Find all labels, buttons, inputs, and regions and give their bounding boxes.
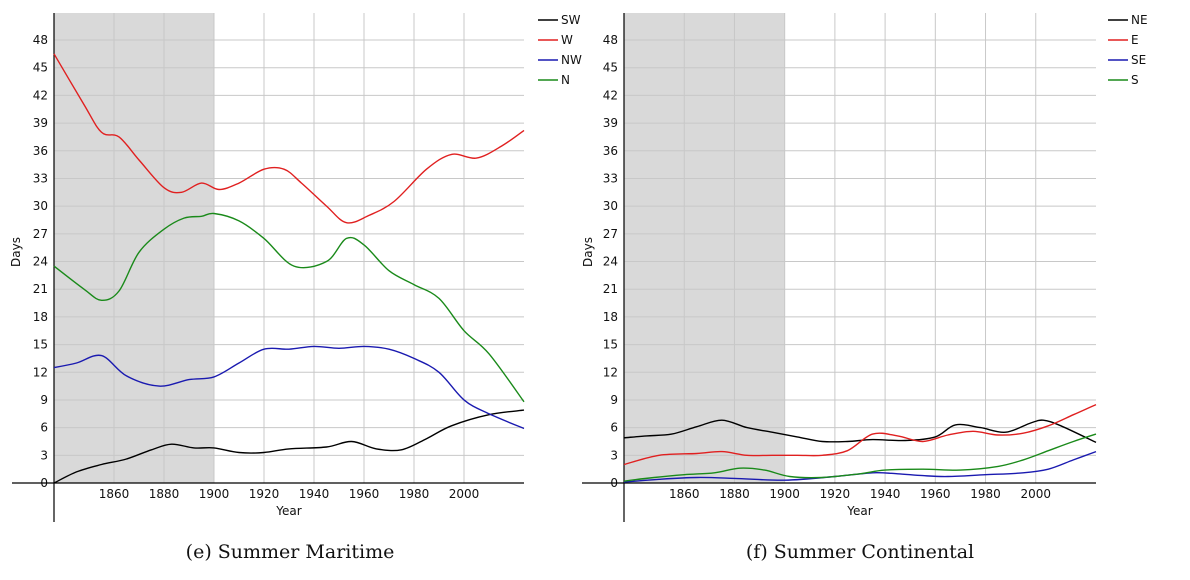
y-tick-label: 3	[40, 448, 48, 462]
x-tick-label: 1860	[99, 487, 130, 501]
y-tick-label: 48	[603, 33, 618, 47]
y-tick-label: 27	[33, 227, 48, 241]
y-tick-label: 12	[603, 365, 618, 379]
y-tick-label: 42	[603, 88, 618, 102]
x-tick-label: 1860	[669, 487, 700, 501]
y-tick-label: 18	[603, 310, 618, 324]
shaded-period	[54, 13, 214, 483]
shaded-period	[624, 13, 785, 483]
legend-label-se: SE	[1131, 53, 1146, 67]
x-tick-label: 2000	[449, 487, 480, 501]
y-tick-label: 39	[33, 116, 48, 130]
y-tick-label: 36	[33, 144, 48, 158]
y-tick-label: 12	[33, 365, 48, 379]
y-tick-label: 27	[603, 227, 618, 241]
x-axis-label: Year	[275, 504, 301, 518]
chart-caption: (f) Summer Continental	[746, 541, 974, 563]
x-tick-label: 1940	[299, 487, 330, 501]
x-tick-label: 1920	[249, 487, 280, 501]
y-tick-label: 42	[33, 88, 48, 102]
x-tick-label: 2000	[1020, 487, 1051, 501]
series-line-w	[53, 53, 525, 224]
legend-label-ne: NE	[1131, 13, 1148, 27]
x-axis-label: Year	[846, 504, 872, 518]
y-tick-label: 33	[33, 171, 48, 185]
x-tick-label: 1980	[399, 487, 430, 501]
y-tick-label: 36	[603, 144, 618, 158]
x-tick-label: 1940	[870, 487, 901, 501]
y-axis-label: Days	[581, 237, 595, 267]
y-tick-label: 45	[603, 61, 618, 75]
y-tick-label: 15	[33, 338, 48, 352]
series-line-e	[623, 403, 1097, 466]
y-tick-label: 45	[33, 61, 48, 75]
y-tick-label: 48	[33, 33, 48, 47]
x-tick-label: 1900	[769, 487, 800, 501]
y-tick-label: 18	[33, 310, 48, 324]
legend-label-w: W	[561, 33, 573, 47]
legend-label-nw: NW	[561, 53, 582, 67]
y-tick-label: 6	[610, 421, 618, 435]
y-axis-label: Days	[9, 237, 23, 267]
y-tick-label: 24	[603, 255, 618, 269]
x-tick-label: 1960	[349, 487, 380, 501]
x-tick-label: 1900	[199, 487, 230, 501]
y-tick-label: 30	[603, 199, 618, 213]
y-tick-label: 9	[610, 393, 618, 407]
x-tick-label: 1980	[970, 487, 1001, 501]
series-line-n	[53, 212, 525, 403]
series-line-s	[623, 433, 1097, 482]
y-tick-label: 9	[40, 393, 48, 407]
legend-label-n: N	[561, 73, 570, 87]
x-tick-label: 1880	[149, 487, 180, 501]
series-line-se	[623, 450, 1097, 483]
series-line-nw	[53, 345, 525, 430]
y-tick-label: 6	[40, 421, 48, 435]
y-tick-label: 15	[603, 338, 618, 352]
y-tick-label: 24	[33, 255, 48, 269]
legend-label-e: E	[1131, 33, 1139, 47]
chart-caption: (e) Summer Maritime	[186, 541, 395, 563]
x-tick-label: 1960	[920, 487, 951, 501]
series-line-sw	[53, 409, 525, 484]
y-tick-label: 33	[603, 171, 618, 185]
series-line-ne	[623, 419, 1097, 444]
x-tick-label: 1880	[719, 487, 750, 501]
y-tick-label: 21	[33, 282, 48, 296]
y-tick-label: 30	[33, 199, 48, 213]
y-tick-label: 39	[603, 116, 618, 130]
x-tick-label: 1920	[820, 487, 851, 501]
y-tick-label: 21	[603, 282, 618, 296]
y-tick-label: 3	[610, 448, 618, 462]
legend-label-sw: SW	[561, 13, 581, 27]
legend-label-s: S	[1131, 73, 1139, 87]
